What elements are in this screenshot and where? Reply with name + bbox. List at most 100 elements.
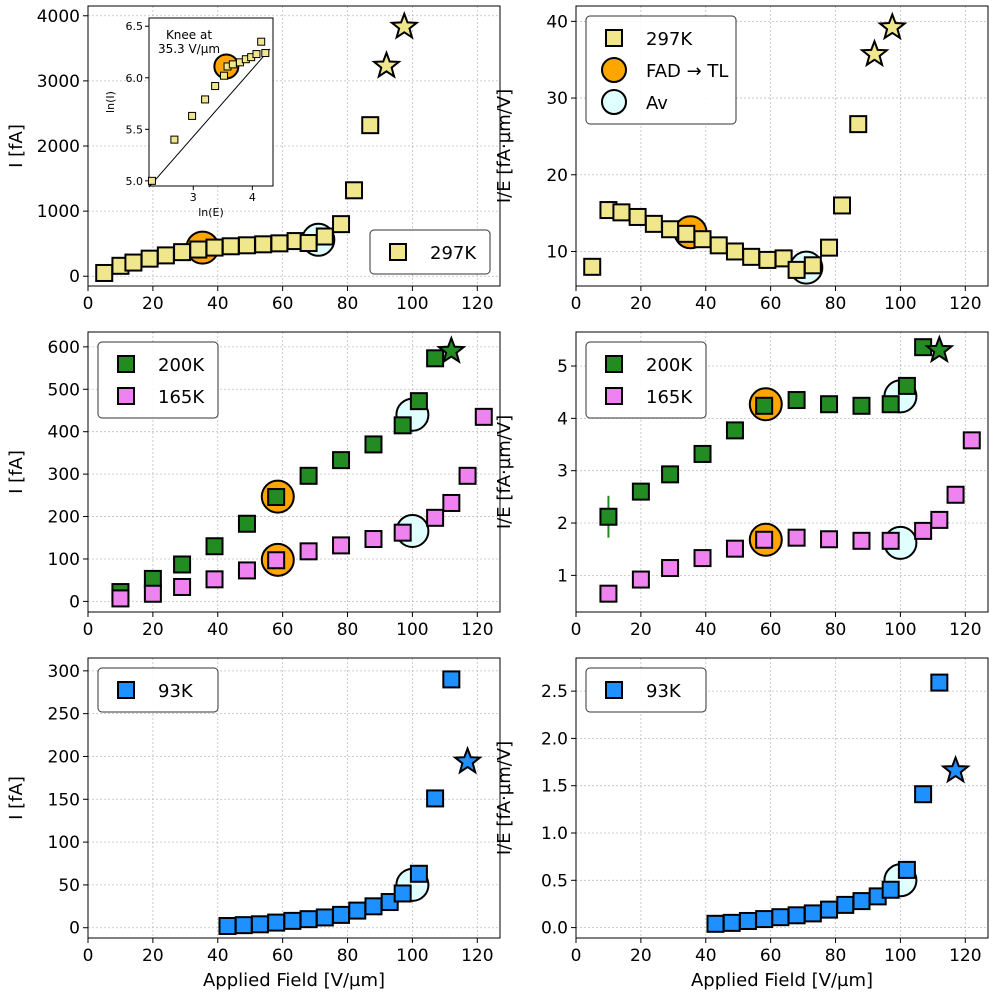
x-tick-label: 0 [83, 294, 94, 314]
data-point [628, 207, 647, 226]
x-tick-label: 60 [760, 294, 782, 314]
inset-frame [148, 17, 274, 187]
data-point [332, 536, 351, 555]
x-tick-label: 60 [760, 946, 782, 966]
data-point [836, 895, 855, 914]
x-tick-label: 100 [884, 946, 916, 966]
axes-frame [87, 331, 501, 613]
x-axis-label: Applied Field [V/µm] [203, 970, 385, 991]
panel-c: 0 20 40 60 80 100 120 0 100 200 300 400 500 600 I [fA]… [6, 331, 501, 640]
y-axis-label: I [fA] [6, 450, 27, 494]
data-point [755, 396, 774, 415]
data-point [409, 392, 428, 411]
inset-x-label: ln(E) [198, 206, 224, 219]
data-point [205, 570, 224, 589]
legend-label: 200K [158, 355, 205, 376]
data-layer [111, 335, 493, 608]
data-point [393, 416, 412, 435]
x-tick-label: 0 [571, 946, 582, 966]
x-tick-label: 0 [83, 620, 94, 640]
legend-marker [389, 243, 407, 261]
data-layer [218, 670, 483, 936]
y-tick-label: 2000 [37, 137, 80, 157]
inset-y-tick-label: 6.5 [126, 20, 144, 33]
data-point [267, 913, 286, 932]
axes-frame [87, 657, 501, 939]
star-point [389, 10, 420, 40]
x-tick-label: 100 [884, 294, 916, 314]
data-point [442, 670, 461, 689]
x-tick-label: 60 [272, 946, 294, 966]
data-point [95, 263, 114, 282]
x-tick-label: 60 [272, 620, 294, 640]
x-tick-label: 80 [337, 620, 359, 640]
data-point [897, 376, 916, 395]
legend-label: 165K [158, 387, 205, 408]
y-tick-label: 2.0 [541, 729, 568, 749]
y-tick-label: 40 [546, 12, 568, 32]
data-point [820, 238, 839, 257]
data-point [661, 559, 680, 578]
legend-marker [117, 681, 135, 699]
data-point [661, 220, 680, 239]
data-point [930, 510, 949, 529]
data-point [787, 906, 806, 925]
data-point [852, 892, 871, 911]
legend-label: 200K [646, 355, 693, 376]
y-tick-label: 100 [48, 550, 80, 570]
data-point [143, 569, 162, 588]
legend-frame [97, 667, 219, 713]
data-point [299, 234, 318, 253]
data-point [299, 466, 318, 485]
data-point [661, 465, 680, 484]
data-point [820, 900, 839, 919]
axes-frame [575, 657, 989, 939]
data-point [143, 584, 162, 603]
data-point [852, 396, 871, 415]
data-point [173, 577, 192, 596]
axes: 0 20 40 60 80 100 120 0.0 0.5 1.0 1.5 2.0 2.5 [541, 682, 982, 966]
data-point [364, 897, 383, 916]
inset-point [201, 95, 210, 104]
inset-point [252, 50, 261, 59]
data-layer [95, 10, 420, 282]
legend: 200K 165K [585, 341, 707, 419]
data-point [820, 395, 839, 414]
axes-frame [87, 5, 501, 287]
x-tick-label: 20 [630, 946, 652, 966]
data-point [722, 913, 741, 932]
inset-point [147, 176, 156, 185]
data-point [599, 507, 618, 526]
inset-point [261, 49, 270, 58]
y-tick-label: 1.0 [541, 824, 568, 844]
inset-y-tick-label: 5.5 [126, 123, 144, 136]
legend-marker [601, 89, 627, 115]
data-point [755, 910, 774, 929]
x-tick-label: 80 [825, 620, 847, 640]
y-tick-label: 30 [546, 89, 568, 109]
data-point [315, 227, 334, 246]
data-point [881, 880, 900, 899]
x-tick-label: 40 [695, 620, 717, 640]
data-point [693, 549, 712, 568]
y-tick-label: 0 [69, 592, 80, 612]
data-point [787, 528, 806, 547]
data-layer [706, 673, 971, 933]
data-point [267, 488, 286, 507]
legend-label: 165K [646, 387, 693, 408]
data-point [332, 451, 351, 470]
data-point [283, 911, 302, 930]
grid [87, 658, 500, 938]
y-tick-label: 1.5 [541, 777, 568, 797]
data-point [914, 785, 933, 804]
inset-point [228, 60, 237, 69]
axes-frame [575, 331, 989, 613]
data-point [820, 530, 839, 549]
legend-frame [585, 667, 707, 713]
data-point [393, 523, 412, 542]
data-point [299, 910, 318, 929]
data-point [426, 508, 445, 527]
data-point [345, 181, 364, 200]
inset-x-tick-label: 3 [190, 191, 197, 204]
x-tick-label: 40 [207, 620, 229, 640]
